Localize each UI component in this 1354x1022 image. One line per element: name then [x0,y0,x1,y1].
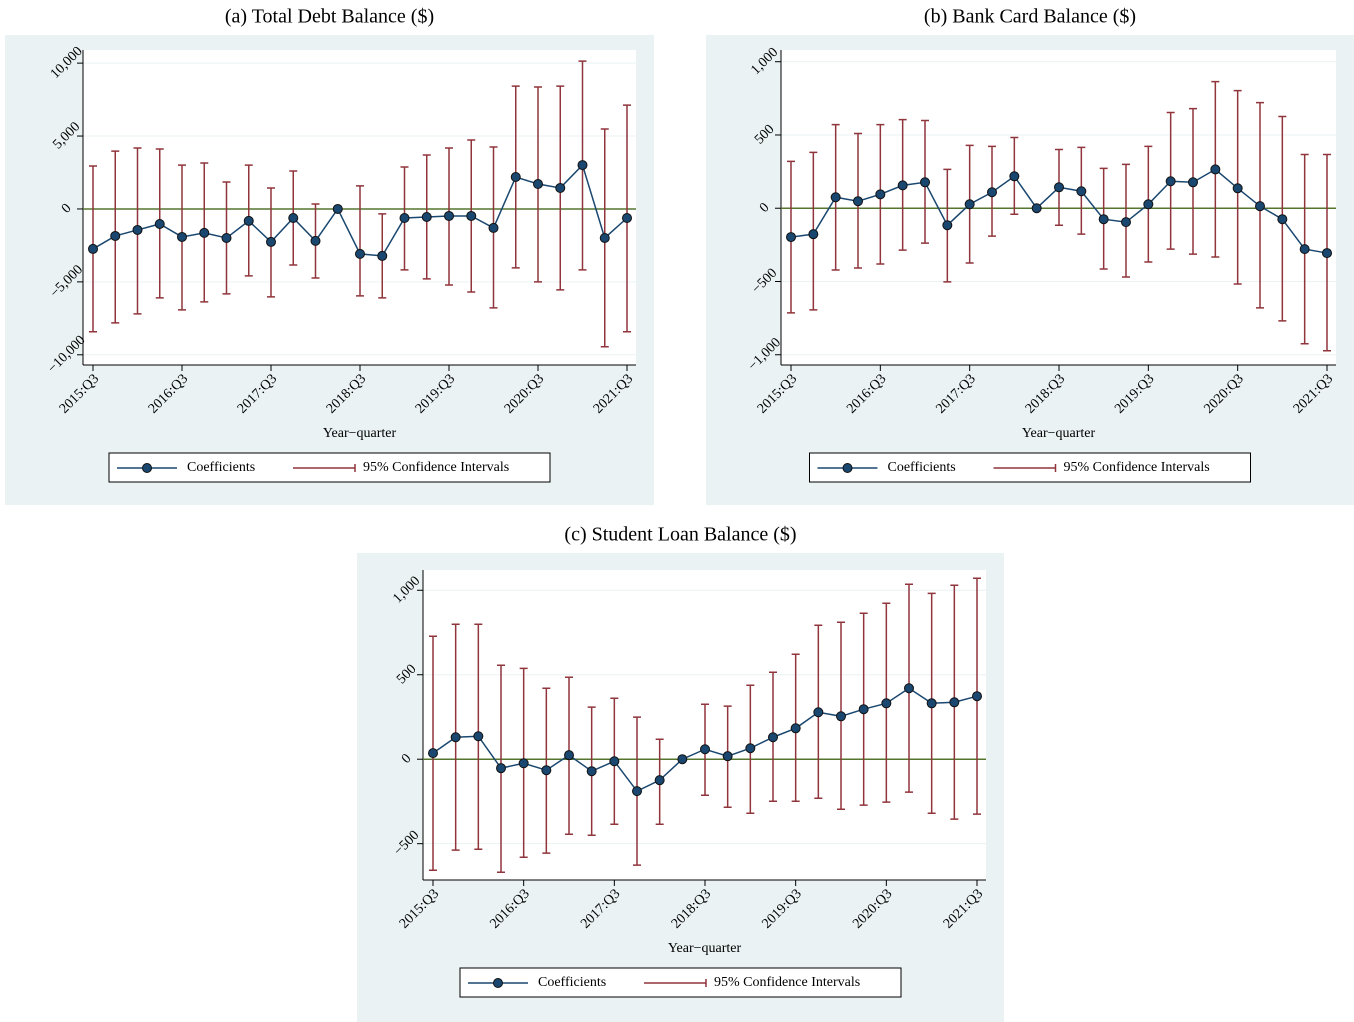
coefficient-point [1165,176,1176,187]
coefficient-point [332,203,343,214]
coefficient-point [654,775,665,786]
coefficient-point [555,182,566,193]
coefficient-point [1143,199,1154,210]
coefficient-point [920,177,930,188]
coefficient-point [577,160,588,171]
legend-marker [842,463,853,473]
coefficient-point [1232,183,1243,194]
coefficient-point [541,765,552,776]
coefficient-point [1031,203,1042,214]
chart-title: (c) Student Loan Balance ($) [564,524,796,546]
coefficient-point [88,243,98,254]
coefficient-point [897,180,908,191]
coefficient-point [221,232,232,243]
coefficient-point [881,698,892,709]
legend-label: 95% Confidence Intervals [363,460,509,475]
coefficient-point [942,220,953,231]
coefficient-point [1210,164,1221,175]
coefficient-point [1054,182,1064,193]
legend-ci [293,464,356,472]
coefficient-point [177,231,187,242]
coefficient-point [1299,244,1310,255]
coefficient-point [355,248,365,259]
legend-ci [644,979,707,987]
coefficient-point [110,230,121,241]
coefficient-point [700,744,710,755]
coefficient-point [1009,171,1020,182]
x-axis-title: Year−quarter [323,426,397,441]
coefficient-point [745,743,756,754]
coefficient-point [858,704,869,715]
coefficient-point [496,763,506,774]
coefficient-point [786,232,796,243]
coefficient-point [768,732,778,743]
coefficient-point [677,754,688,765]
coefficient-point [1255,201,1265,212]
coefficient-point [926,698,937,709]
coefficient-point [473,731,484,742]
coefficient-point [199,227,210,238]
coefficient-point [154,218,165,229]
coefficient-point [972,691,982,702]
coefficient-point [518,758,529,769]
coefficient-point [790,723,801,734]
coefficient-point [987,187,997,198]
coefficient-point [428,748,438,759]
legend-label: 95% Confidence Intervals [1064,460,1210,475]
coefficient-point [632,786,642,797]
coefficient-point [875,189,886,200]
coefficient-point [310,235,321,246]
coefficient-point [1098,214,1109,225]
coefficient-point [1076,186,1087,197]
coefficient-point [964,199,975,210]
coefficient-point [599,232,610,243]
legend-label: Coefficients [888,460,956,475]
chart-title: (a) Total Debt Balance ($) [225,6,434,28]
coefficient-point [288,213,299,223]
coefficient-point [949,697,960,708]
coefficient-point [1121,217,1131,228]
legend-label: Coefficients [538,975,606,990]
coefficient-point [450,732,461,743]
coefficient-point [377,250,388,261]
coefficient-point [609,756,620,767]
coefficient-point [622,213,632,223]
coefficient-point [510,172,521,183]
coefficient-point [488,222,499,233]
legend-ci [993,464,1057,472]
coefficient-point [808,229,819,240]
coefficient-point [466,210,477,221]
coefficient-point [243,215,254,226]
coefficient-point [1322,248,1332,259]
legend-marker [142,463,152,473]
coefficient-point [586,766,597,777]
legend-box [108,452,551,483]
legend-label: 95% Confidence Intervals [714,975,860,990]
coefficient-point [836,711,846,722]
x-axis-title: Year−quarter [668,941,742,956]
coefficient-point [813,707,824,718]
coefficient-point [564,750,574,761]
coefficient-point [444,210,454,221]
coefficient-point [266,236,276,247]
coefficient-point [722,751,733,762]
legend-label: Coefficients [187,460,255,475]
coefficient-point [904,683,914,694]
legend-marker [493,978,503,988]
coefficient-point [533,179,543,190]
coefficient-point [1188,177,1198,188]
chart-title: (b) Bank Card Balance ($) [924,6,1136,28]
coefficient-point [830,192,841,203]
coefficient-point [853,196,863,207]
coefficient-point [421,211,432,222]
confidence-interval [356,185,364,297]
coefficient-point [132,224,143,235]
coefficient-point [1277,214,1288,225]
x-axis-title: Year−quarter [1022,426,1096,441]
coefficient-point [399,213,410,223]
